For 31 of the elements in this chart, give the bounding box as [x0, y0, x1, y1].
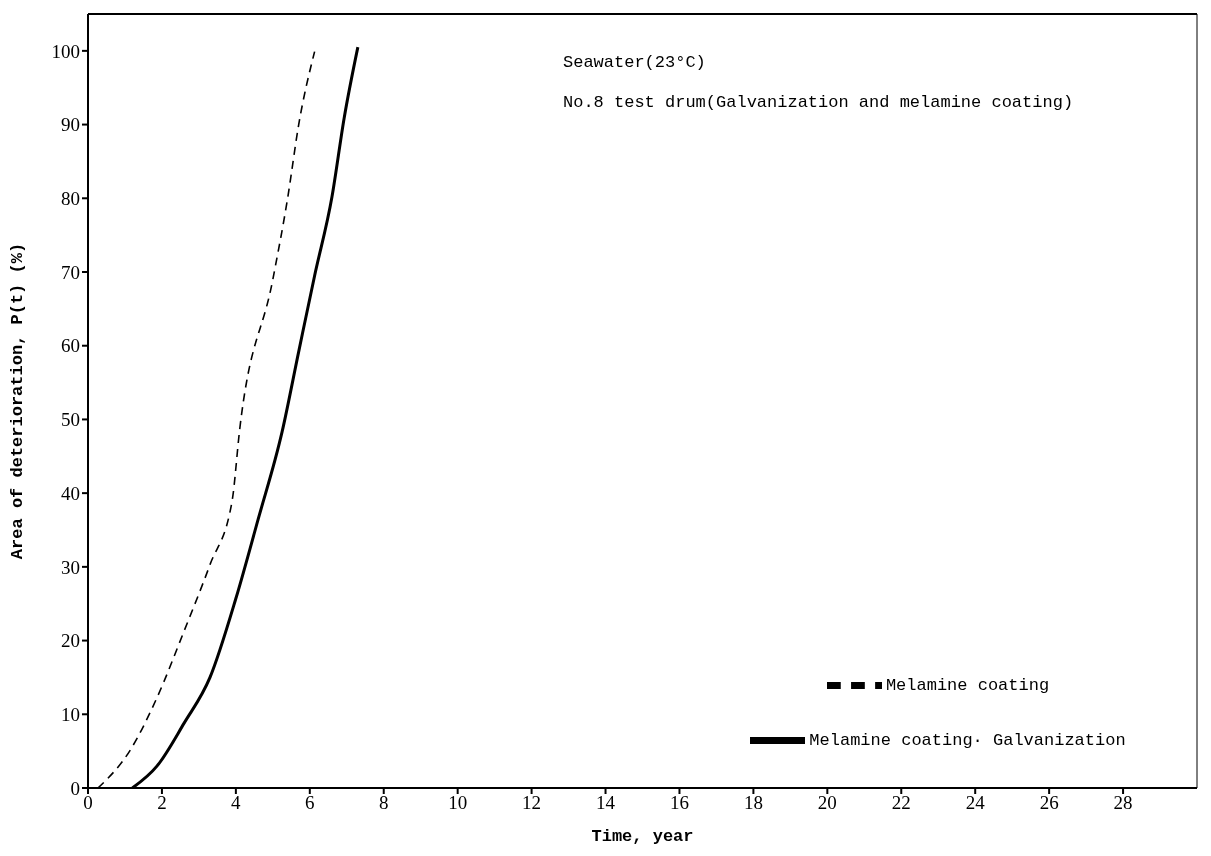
y-axis-title: Area of deterioration, P(t) (%)	[8, 242, 28, 560]
x-tick-label: 12	[522, 792, 542, 814]
y-tick-label: 30	[61, 556, 80, 578]
legend-label: Melamine coating	[885, 675, 1050, 695]
x-tick-label: 22	[891, 792, 911, 814]
x-tick-label: 10	[448, 792, 468, 814]
x-tick-label: 16	[669, 792, 689, 814]
x-tick-label: 2	[157, 792, 167, 814]
y-tick-label: 80	[61, 188, 80, 210]
x-tick-label: 28	[1113, 792, 1133, 814]
x-tick-label: 8	[378, 792, 389, 814]
annotation: Seawater(23°C)	[563, 53, 706, 72]
x-tick-label: 14	[596, 792, 616, 814]
y-tick-label: 100	[51, 40, 80, 62]
x-tick-label: 26	[1039, 792, 1059, 814]
y-tick-label: 40	[61, 482, 80, 504]
x-tick-label: 18	[743, 792, 763, 814]
x-tick-label: 6	[305, 792, 315, 814]
x-tick-label: 20	[817, 792, 837, 814]
x-axis-title: Time, year	[591, 827, 694, 846]
y-tick-label: 10	[61, 704, 80, 726]
y-tick-label: 60	[61, 335, 80, 357]
y-tick-label: 20	[61, 630, 80, 652]
x-tick-label: 24	[965, 792, 986, 814]
y-tick-label: 50	[61, 409, 80, 431]
legend-label: Melamine coating· Galvanization	[809, 730, 1126, 750]
x-tick-label: 4	[231, 792, 242, 814]
y-tick-label: 90	[61, 114, 80, 136]
annotation: No.8 test drum(Galvanization and melamine coating)	[563, 93, 1074, 112]
y-tick-label: 0	[70, 777, 80, 799]
y-tick-label: 70	[61, 261, 80, 283]
